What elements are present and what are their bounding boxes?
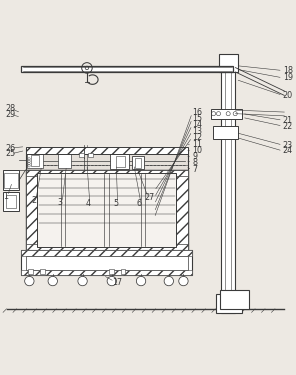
Bar	[88, 153, 93, 157]
Text: 9: 9	[192, 152, 197, 161]
Text: 10: 10	[192, 147, 202, 156]
Text: 5: 5	[113, 199, 118, 208]
Text: 22: 22	[283, 122, 293, 130]
Bar	[110, 154, 129, 169]
Text: 18: 18	[283, 66, 293, 75]
Text: 21: 21	[283, 116, 293, 125]
Text: 2: 2	[31, 196, 36, 205]
Bar	[219, 54, 237, 72]
Bar	[21, 251, 192, 256]
Circle shape	[164, 276, 173, 286]
Bar	[211, 108, 242, 119]
Text: 3: 3	[58, 198, 63, 207]
Bar	[116, 156, 125, 167]
Text: 25: 25	[5, 149, 15, 158]
Text: 16: 16	[192, 108, 202, 117]
Bar	[176, 170, 188, 250]
Circle shape	[179, 276, 188, 286]
Circle shape	[136, 276, 146, 286]
Bar	[4, 173, 18, 188]
Bar	[3, 170, 19, 190]
Bar	[135, 158, 141, 168]
Bar	[25, 256, 188, 270]
Circle shape	[48, 276, 57, 286]
Bar	[132, 156, 144, 170]
Bar	[31, 155, 39, 166]
Text: 6: 6	[137, 199, 142, 208]
Bar	[25, 170, 188, 250]
Bar	[6, 195, 16, 208]
Text: 4: 4	[86, 199, 91, 208]
Text: 11: 11	[192, 140, 202, 149]
Bar	[3, 192, 19, 211]
Bar	[220, 290, 249, 309]
Text: 24: 24	[283, 147, 293, 156]
Text: 14: 14	[192, 120, 202, 129]
Circle shape	[78, 276, 87, 286]
Text: 20: 20	[283, 91, 293, 100]
Bar	[21, 270, 192, 275]
Bar	[21, 66, 233, 72]
Bar	[40, 269, 45, 274]
Text: 1: 1	[3, 192, 8, 201]
Text: 26: 26	[5, 144, 15, 153]
Bar	[27, 154, 43, 168]
Bar	[25, 147, 188, 154]
Bar	[28, 269, 33, 274]
Bar	[25, 148, 188, 170]
Bar	[25, 244, 188, 250]
Bar	[120, 269, 125, 274]
Bar	[25, 170, 188, 176]
Circle shape	[25, 276, 34, 286]
Text: 7: 7	[192, 165, 197, 174]
Text: 15: 15	[192, 114, 202, 123]
Bar	[37, 173, 176, 248]
Bar	[213, 126, 237, 139]
Bar	[79, 153, 84, 157]
Text: 29: 29	[5, 110, 15, 119]
Bar	[58, 154, 71, 168]
Text: 17: 17	[112, 278, 122, 287]
Bar	[21, 251, 192, 275]
Text: 13: 13	[192, 127, 202, 136]
Bar	[109, 269, 114, 274]
Text: 23: 23	[283, 141, 293, 150]
Text: 12: 12	[192, 133, 202, 142]
Text: 28: 28	[5, 104, 15, 113]
Bar	[25, 170, 38, 250]
Text: 19: 19	[283, 74, 293, 82]
Bar	[221, 59, 236, 313]
Bar	[215, 294, 242, 313]
Text: 27: 27	[144, 193, 154, 202]
Circle shape	[107, 276, 117, 286]
Text: 8: 8	[192, 158, 197, 167]
